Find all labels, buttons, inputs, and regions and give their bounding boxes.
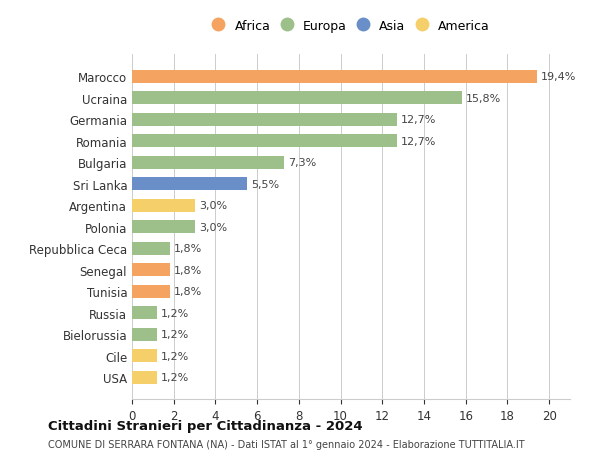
Bar [132,307,157,319]
Text: 1,2%: 1,2% [161,330,190,339]
Text: 1,2%: 1,2% [161,372,190,382]
Text: 1,2%: 1,2% [161,308,190,318]
Text: 3,0%: 3,0% [199,201,227,211]
Bar [132,92,461,105]
Text: COMUNE DI SERRARA FONTANA (NA) - Dati ISTAT al 1° gennaio 2024 - Elaborazione TU: COMUNE DI SERRARA FONTANA (NA) - Dati IS… [48,440,524,449]
Bar [132,135,397,148]
Bar [132,113,397,127]
Text: 1,8%: 1,8% [174,244,202,254]
Bar [132,349,157,362]
Legend: Africa, Europa, Asia, America: Africa, Europa, Asia, America [208,17,494,37]
Text: 1,2%: 1,2% [161,351,190,361]
Bar [132,199,194,212]
Text: 3,0%: 3,0% [199,222,227,232]
Bar [132,263,170,276]
Text: 12,7%: 12,7% [401,115,436,125]
Text: 1,8%: 1,8% [174,265,202,275]
Text: 5,5%: 5,5% [251,179,279,189]
Text: Cittadini Stranieri per Cittadinanza - 2024: Cittadini Stranieri per Cittadinanza - 2… [48,419,362,432]
Bar [132,242,170,255]
Bar [132,71,536,84]
Bar [132,157,284,169]
Text: 19,4%: 19,4% [541,72,576,82]
Bar [132,178,247,191]
Bar [132,371,157,384]
Bar [132,328,157,341]
Bar [132,285,170,298]
Text: 15,8%: 15,8% [466,94,501,104]
Bar [132,221,194,234]
Text: 7,3%: 7,3% [289,158,317,168]
Text: 12,7%: 12,7% [401,136,436,146]
Text: 1,8%: 1,8% [174,286,202,297]
